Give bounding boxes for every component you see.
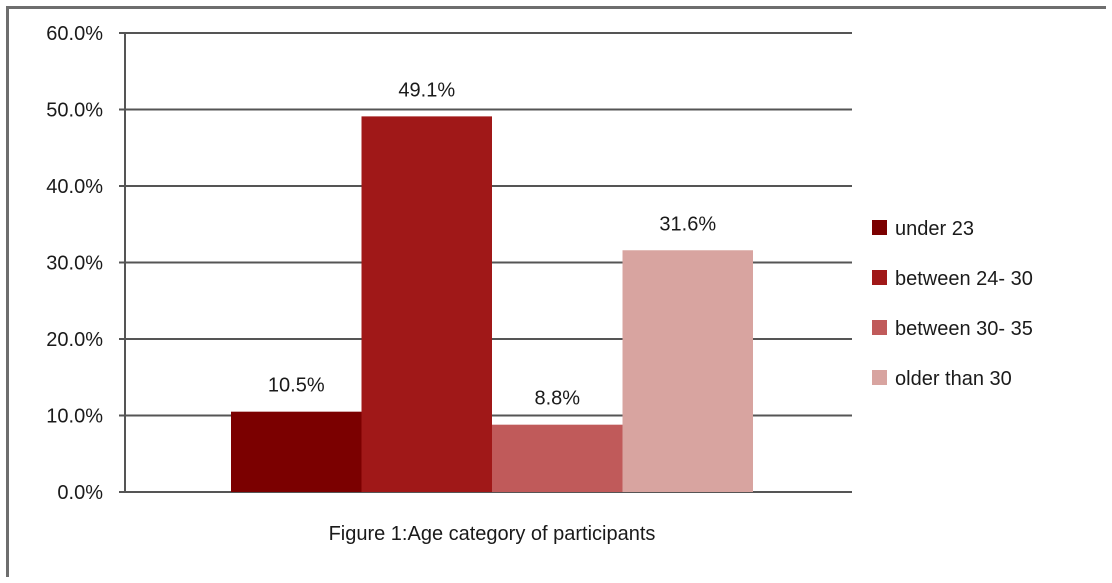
legend: under 23 between 24- 30 between 30- 35 olde… [872, 218, 1033, 390]
y-tick-label: 40.0% [46, 176, 103, 198]
bar [492, 424, 623, 492]
bar [231, 411, 362, 492]
data-label: 8.8% [534, 388, 580, 410]
data-label: 49.1% [398, 79, 455, 101]
legend-label: between 24- 30 [895, 268, 1033, 290]
legend-swatch [872, 220, 887, 235]
legend-swatch [872, 370, 887, 385]
legend-label: older than 30 [895, 368, 1012, 390]
y-axis: 0.0% 10.0% 20.0% 30.0% 40.0% 50.0% 60.0% [46, 23, 126, 504]
y-tick-label: 0.0% [57, 482, 103, 504]
bar [361, 116, 492, 492]
figure-caption: Figure 1:Age category of participants [329, 523, 656, 545]
y-tick-label: 20.0% [46, 329, 103, 351]
bar [622, 250, 753, 492]
data-label: 31.6% [659, 213, 716, 235]
bars [231, 116, 753, 492]
legend-swatch [872, 320, 887, 335]
y-tick-label: 30.0% [46, 253, 103, 275]
y-tick-label: 50.0% [46, 100, 103, 122]
legend-label: under 23 [895, 218, 974, 240]
data-label: 10.5% [268, 375, 325, 397]
legend-label: between 30- 35 [895, 318, 1033, 340]
data-labels: 10.5% 49.1% 8.8% 31.6% [268, 79, 716, 409]
y-tick-label: 10.0% [46, 406, 103, 428]
legend-swatch [872, 270, 887, 285]
y-tick-label: 60.0% [46, 23, 103, 45]
